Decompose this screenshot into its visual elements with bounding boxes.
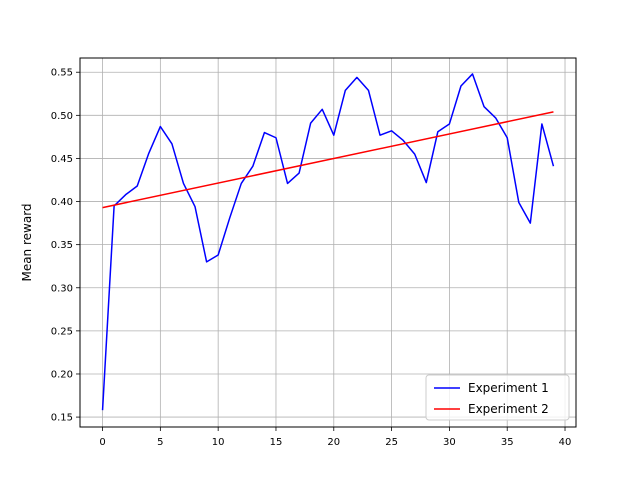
series-line-2 bbox=[102, 111, 554, 209]
y-tick-label: 0.25 bbox=[51, 326, 73, 337]
plot-frame bbox=[79, 57, 577, 428]
y-tick-label: 0.55 bbox=[51, 68, 73, 79]
x-tick-label: 20 bbox=[327, 437, 340, 448]
x-tick-label: 35 bbox=[501, 437, 514, 448]
series-line-1 bbox=[101, 73, 555, 411]
x-tick-label: 0 bbox=[99, 437, 105, 448]
x-tick-label: 5 bbox=[157, 437, 163, 448]
y-tick-label: 0.20 bbox=[51, 369, 73, 380]
y-tick-label: 0.15 bbox=[51, 413, 73, 424]
y-axis: 0.15 0.20 0.25 0.30 0.35 0.40 0.45 0.50 0.55 bbox=[51, 68, 80, 424]
y-tick-label: 0.45 bbox=[51, 154, 73, 165]
y-tick-label: 0.50 bbox=[51, 111, 73, 122]
legend-label: Experiment 2 bbox=[468, 402, 549, 416]
x-axis: 0 5 10 15 20 25 30 35 40 bbox=[99, 427, 571, 448]
legend: Experiment 1 Experiment 2 bbox=[425, 374, 570, 421]
legend-box bbox=[425, 374, 570, 421]
y-tick-label: 0.40 bbox=[51, 197, 73, 208]
y-tick-label: 0.30 bbox=[51, 283, 73, 294]
x-tick-label: 30 bbox=[443, 437, 456, 448]
y-tick-label: 0.35 bbox=[51, 240, 73, 251]
x-tick-label: 40 bbox=[559, 437, 572, 448]
x-tick-label: 10 bbox=[212, 437, 225, 448]
x-tick-label: 25 bbox=[385, 437, 398, 448]
x-tick-label: 15 bbox=[270, 437, 283, 448]
legend-label: Experiment 1 bbox=[468, 381, 549, 395]
y-axis-label: Mean reward bbox=[20, 203, 34, 281]
data-series bbox=[101, 73, 555, 411]
